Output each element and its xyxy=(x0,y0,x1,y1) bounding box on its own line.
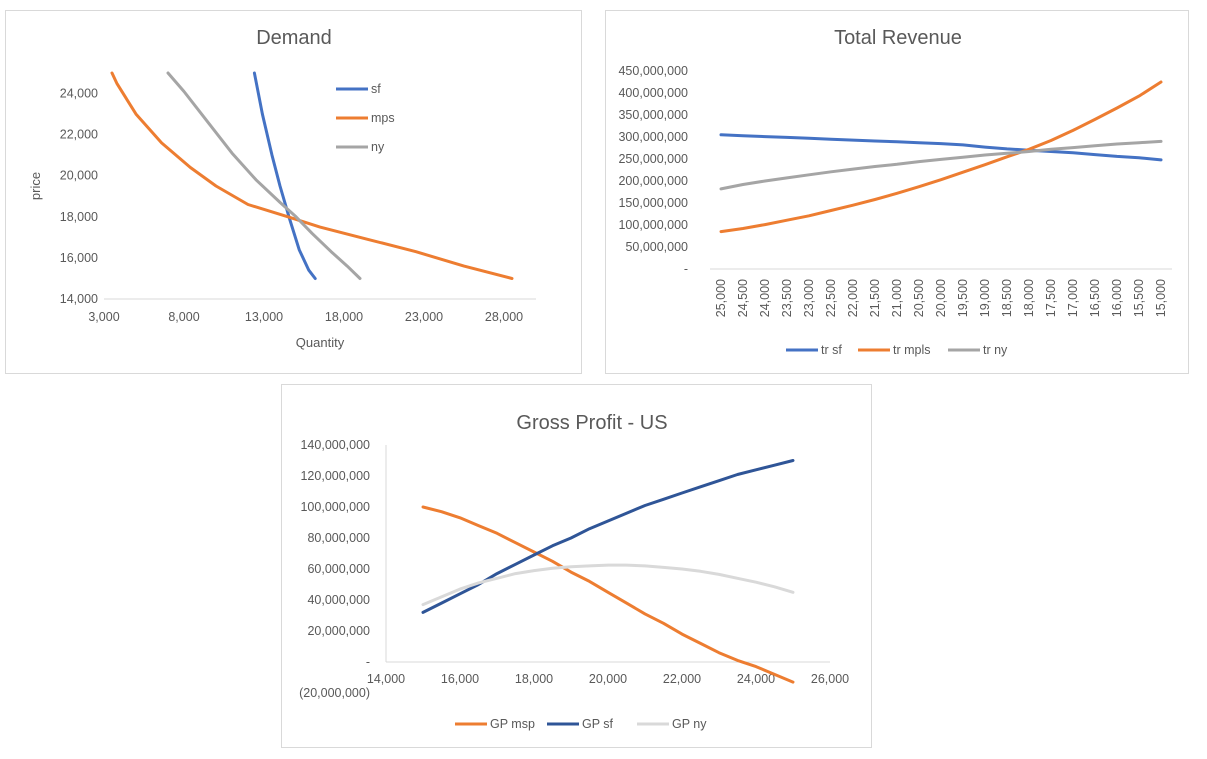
y-tick-label: 150,000,000 xyxy=(618,196,688,210)
x-tick-label: 16,000 xyxy=(441,672,479,686)
y-tick-label: 16,000 xyxy=(60,251,98,265)
legend-label-ny: ny xyxy=(371,140,385,154)
x-tick-label: 15,000 xyxy=(1154,279,1168,317)
series-line-tr ny xyxy=(719,139,1163,191)
y-tick-label: 350,000,000 xyxy=(618,108,688,122)
total-revenue-chart: Total Revenue - 50,000,000 100,000,000 150,0… xyxy=(618,27,1172,357)
series-line-GP-sf xyxy=(421,459,795,614)
legend-label-tr sf: tr sf xyxy=(821,343,842,357)
x-tick-label: 17,500 xyxy=(1044,279,1058,317)
legend-label-mps: mps xyxy=(371,111,395,125)
legend-label-tr ny: tr ny xyxy=(983,343,1008,357)
series-line-tr mpls xyxy=(719,80,1163,234)
y-tick-label: - xyxy=(684,262,688,276)
y-tick-label: 450,000,000 xyxy=(618,64,688,78)
total-revenue-chart-panel: Total Revenue - 50,000,000 100,000,000 150,0… xyxy=(605,10,1189,374)
y-tick-label: 20,000 xyxy=(60,169,98,183)
y-tick-label: (20,000,000) xyxy=(299,686,370,700)
x-tick-label: 13,000 xyxy=(245,310,283,324)
x-tick-label: 18,000 xyxy=(325,310,363,324)
y-tick-label: 300,000,000 xyxy=(618,130,688,144)
x-tick-label: 25,000 xyxy=(714,279,728,317)
x-tick-label: 16,000 xyxy=(1110,279,1124,317)
demand-chart-panel: Demand 3,000 8,000 13,000 18,000 23,000 28,000… xyxy=(5,10,582,374)
y-tick-label: - xyxy=(366,655,370,669)
x-tick-label: 16,500 xyxy=(1088,279,1102,317)
gross-profit-chart: Gross Profit - US 14,000 16,000 18,000 20,00… xyxy=(299,412,849,731)
x-tick-label: 18,500 xyxy=(1000,279,1014,317)
y-tick-label: 18,000 xyxy=(60,210,98,224)
chart-title: Total Revenue xyxy=(834,27,962,49)
x-tick-label: 8,000 xyxy=(168,310,199,324)
y-tick-label: 140,000,000 xyxy=(300,438,370,452)
x-tick-label: 19,500 xyxy=(956,279,970,317)
y-tick-label: 120,000,000 xyxy=(300,469,370,483)
y-tick-label: 250,000,000 xyxy=(618,152,688,166)
x-tick-label: 28,000 xyxy=(485,310,523,324)
y-tick-label: 100,000,000 xyxy=(618,218,688,232)
gross-profit-chart-panel: Gross Profit - US 14,000 16,000 18,000 20,00… xyxy=(281,384,872,748)
x-axis-label: Quantity xyxy=(296,335,345,350)
x-tick-label: 14,000 xyxy=(367,672,405,686)
y-axis-label: price xyxy=(28,172,43,200)
series-line-ny xyxy=(166,71,362,280)
y-tick-label: 22,000 xyxy=(60,128,98,142)
x-tick-label: 21,500 xyxy=(868,279,882,317)
y-tick-label: 24,000 xyxy=(60,87,98,101)
y-tick-label: 80,000,000 xyxy=(307,531,370,545)
legend-label-GP-sf: GP sf xyxy=(582,717,614,731)
x-tick-label: 21,000 xyxy=(890,279,904,317)
x-tick-label: 18,000 xyxy=(1022,279,1036,317)
y-tick-label: 400,000,000 xyxy=(618,86,688,100)
x-tick-label: 17,000 xyxy=(1066,279,1080,317)
legend-label-tr mpls: tr mpls xyxy=(893,343,931,357)
series-line-mps xyxy=(110,71,514,280)
legend-label-sf: sf xyxy=(371,82,381,96)
legend-label-GP-msp: GP msp xyxy=(490,717,535,731)
y-tick-label: 200,000,000 xyxy=(618,174,688,188)
y-tick-label: 20,000,000 xyxy=(307,624,370,638)
demand-chart: Demand 3,000 8,000 13,000 18,000 23,000 28,000… xyxy=(28,27,536,350)
x-tick-label: 24,000 xyxy=(758,279,772,317)
y-tick-label: 40,000,000 xyxy=(307,593,370,607)
x-tick-label: 20,000 xyxy=(934,279,948,317)
x-tick-label: 26,000 xyxy=(811,672,849,686)
y-tick-label: 100,000,000 xyxy=(300,500,370,514)
series-line-GP-ny xyxy=(421,563,795,607)
chart-title: Demand xyxy=(256,27,332,49)
x-tick-label: 20,000 xyxy=(589,672,627,686)
series-line-GP-msp xyxy=(421,505,795,684)
y-tick-label: 14,000 xyxy=(60,292,98,306)
x-tick-label: 22,500 xyxy=(824,279,838,317)
x-tick-label: 18,000 xyxy=(515,672,553,686)
y-tick-label: 50,000,000 xyxy=(625,240,688,254)
x-tick-label: 15,500 xyxy=(1132,279,1146,317)
x-tick-label: 24,500 xyxy=(736,279,750,317)
x-tick-label: 23,000 xyxy=(405,310,443,324)
x-tick-label: 20,500 xyxy=(912,279,926,317)
y-tick-label: 60,000,000 xyxy=(307,562,370,576)
x-tick-label: 22,000 xyxy=(663,672,701,686)
series-line-sf xyxy=(252,71,317,280)
x-tick-label: 23,500 xyxy=(780,279,794,317)
x-tick-label: 23,000 xyxy=(802,279,816,317)
series-line-tr sf xyxy=(719,133,1163,162)
x-tick-label: 3,000 xyxy=(88,310,119,324)
x-tick-label: 24,000 xyxy=(737,672,775,686)
legend-label-GP-ny: GP ny xyxy=(672,717,707,731)
x-tick-label: 22,000 xyxy=(846,279,860,317)
chart-title: Gross Profit - US xyxy=(516,412,667,434)
x-tick-label: 19,000 xyxy=(978,279,992,317)
